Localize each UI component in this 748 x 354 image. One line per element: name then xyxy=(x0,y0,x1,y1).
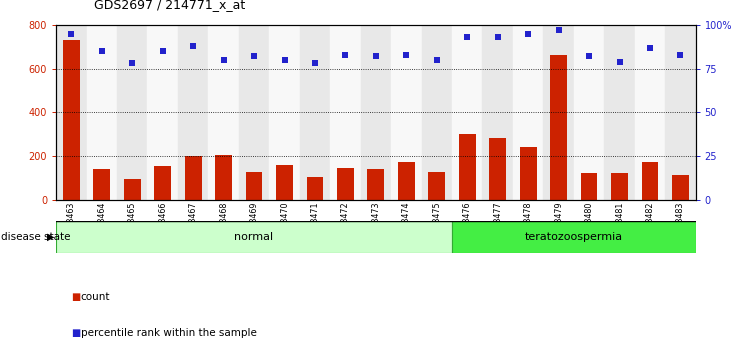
Bar xyxy=(147,25,178,200)
Bar xyxy=(276,165,293,200)
Bar xyxy=(574,25,604,200)
Text: disease state: disease state xyxy=(1,232,70,242)
Bar xyxy=(489,138,506,200)
Bar xyxy=(269,25,300,200)
Bar xyxy=(56,25,87,200)
Bar xyxy=(209,25,239,200)
Point xyxy=(583,53,595,59)
Point xyxy=(218,57,230,63)
Point xyxy=(278,57,290,63)
Bar xyxy=(642,162,658,200)
Bar xyxy=(422,25,452,200)
Point xyxy=(491,34,503,40)
Point xyxy=(644,45,656,50)
Bar xyxy=(239,25,269,200)
Bar xyxy=(520,147,536,200)
Point xyxy=(309,61,321,66)
Text: teratozoospermia: teratozoospermia xyxy=(525,232,623,242)
Bar xyxy=(330,25,361,200)
Bar xyxy=(604,25,635,200)
Point xyxy=(522,31,534,36)
Bar xyxy=(337,167,354,200)
Point xyxy=(126,61,138,66)
Text: ▶: ▶ xyxy=(47,232,55,242)
Bar xyxy=(361,25,391,200)
Point xyxy=(187,43,199,48)
Bar xyxy=(215,155,232,200)
Point xyxy=(370,53,381,59)
Point xyxy=(156,48,168,54)
Text: ■: ■ xyxy=(71,292,80,302)
Bar xyxy=(245,172,263,200)
Point xyxy=(675,52,687,57)
Text: percentile rank within the sample: percentile rank within the sample xyxy=(81,328,257,338)
Bar xyxy=(452,25,482,200)
Point xyxy=(96,48,108,54)
Text: normal: normal xyxy=(234,232,274,242)
Bar xyxy=(429,172,445,200)
Bar xyxy=(367,169,384,200)
Point xyxy=(613,59,625,64)
Text: ■: ■ xyxy=(71,328,80,338)
Text: GDS2697 / 214771_x_at: GDS2697 / 214771_x_at xyxy=(94,0,245,11)
Bar xyxy=(398,162,414,200)
Point xyxy=(65,31,77,36)
Point xyxy=(553,27,565,33)
Bar xyxy=(482,25,513,200)
Bar xyxy=(580,173,598,200)
Point xyxy=(462,34,473,40)
Bar xyxy=(117,25,147,200)
Bar xyxy=(391,25,422,200)
Text: count: count xyxy=(81,292,110,302)
Bar xyxy=(56,221,452,253)
Bar xyxy=(154,166,171,200)
Bar xyxy=(543,25,574,200)
Bar xyxy=(300,25,330,200)
Bar xyxy=(551,56,567,200)
Bar xyxy=(672,175,689,200)
Bar xyxy=(452,221,696,253)
Point xyxy=(431,57,443,63)
Bar xyxy=(87,25,117,200)
Bar xyxy=(513,25,543,200)
Bar xyxy=(124,179,141,200)
Point xyxy=(248,53,260,59)
Bar xyxy=(459,134,476,200)
Bar xyxy=(611,173,628,200)
Bar xyxy=(94,169,110,200)
Bar xyxy=(185,156,201,200)
Bar xyxy=(307,177,323,200)
Bar xyxy=(665,25,696,200)
Bar xyxy=(635,25,665,200)
Point xyxy=(400,52,412,57)
Bar xyxy=(178,25,209,200)
Bar xyxy=(63,40,80,200)
Point xyxy=(340,52,352,57)
